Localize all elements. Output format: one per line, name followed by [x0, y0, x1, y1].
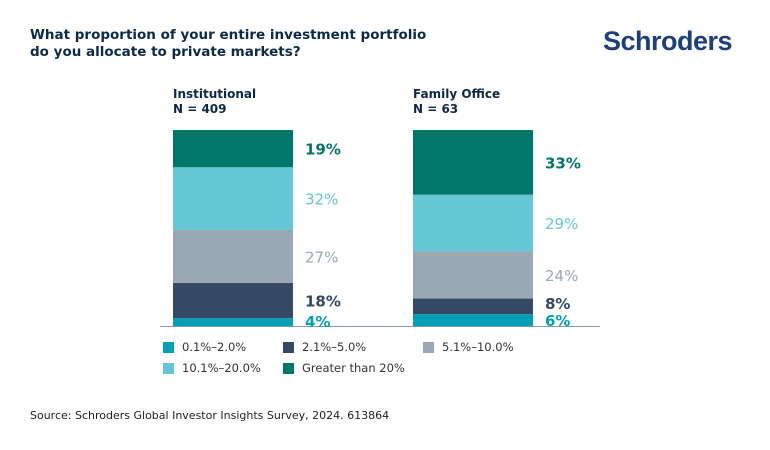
legend-item: 2.1%–5.0%: [283, 340, 366, 354]
bar-segment: [173, 282, 293, 319]
schroders-logo: Schroders: [603, 26, 733, 56]
legend-swatch: [283, 341, 294, 353]
data-label: 19%: [305, 141, 341, 159]
chart-title-line-1: What proportion of your entire investmen…: [30, 27, 427, 43]
legend-swatch: [283, 362, 294, 374]
bar-segment: [413, 130, 533, 195]
group-n: N = 63: [413, 102, 459, 116]
chart-title: What proportion of your entire investmen…: [30, 27, 430, 61]
legend-label: 0.1%–2.0%: [182, 340, 247, 354]
legend-item: 10.1%–20.0%: [163, 361, 261, 375]
group-n: N = 409: [173, 102, 227, 116]
group-name: Institutional: [173, 87, 257, 101]
group-name: Family Office: [413, 87, 501, 101]
bar-segment: [413, 251, 533, 299]
data-label: 27%: [305, 248, 338, 266]
legend-item: 5.1%–10.0%: [423, 340, 514, 354]
source-note: Source: Schroders Global Investor Insigh…: [30, 409, 390, 422]
legend-swatch: [163, 341, 174, 353]
legend-label: 5.1%–10.0%: [442, 340, 514, 354]
data-label: 33%: [545, 154, 581, 172]
bar-segment: [413, 314, 533, 326]
legend-item: Greater than 20%: [283, 361, 405, 375]
legend-item: 0.1%–2.0%: [163, 340, 246, 354]
bar-segment: [173, 167, 293, 230]
data-label: 32%: [305, 191, 338, 209]
bar-segment: [413, 298, 533, 315]
bar-segment: [173, 318, 293, 326]
group-label-institutional: Institutional N = 409: [173, 87, 256, 117]
bar-segment: [413, 194, 533, 252]
bar-segment: [173, 229, 293, 283]
legend-label: Greater than 20%: [302, 361, 405, 375]
data-label: 4%: [305, 313, 330, 331]
legend-swatch: [163, 362, 174, 374]
legend-label: 10.1%–20.0%: [182, 361, 261, 375]
bar-segment: [173, 130, 293, 168]
data-label: 6%: [545, 312, 570, 330]
data-label: 8%: [545, 295, 570, 313]
data-label: 24%: [545, 267, 578, 285]
data-label: 18%: [305, 293, 341, 311]
chart-title-line-2: do you allocate to private markets?: [30, 44, 301, 60]
legend-swatch: [423, 341, 434, 353]
group-label-family-office: Family Office N = 63: [413, 87, 500, 117]
data-label: 29%: [545, 215, 578, 233]
legend-label: 2.1%–5.0%: [302, 340, 367, 354]
